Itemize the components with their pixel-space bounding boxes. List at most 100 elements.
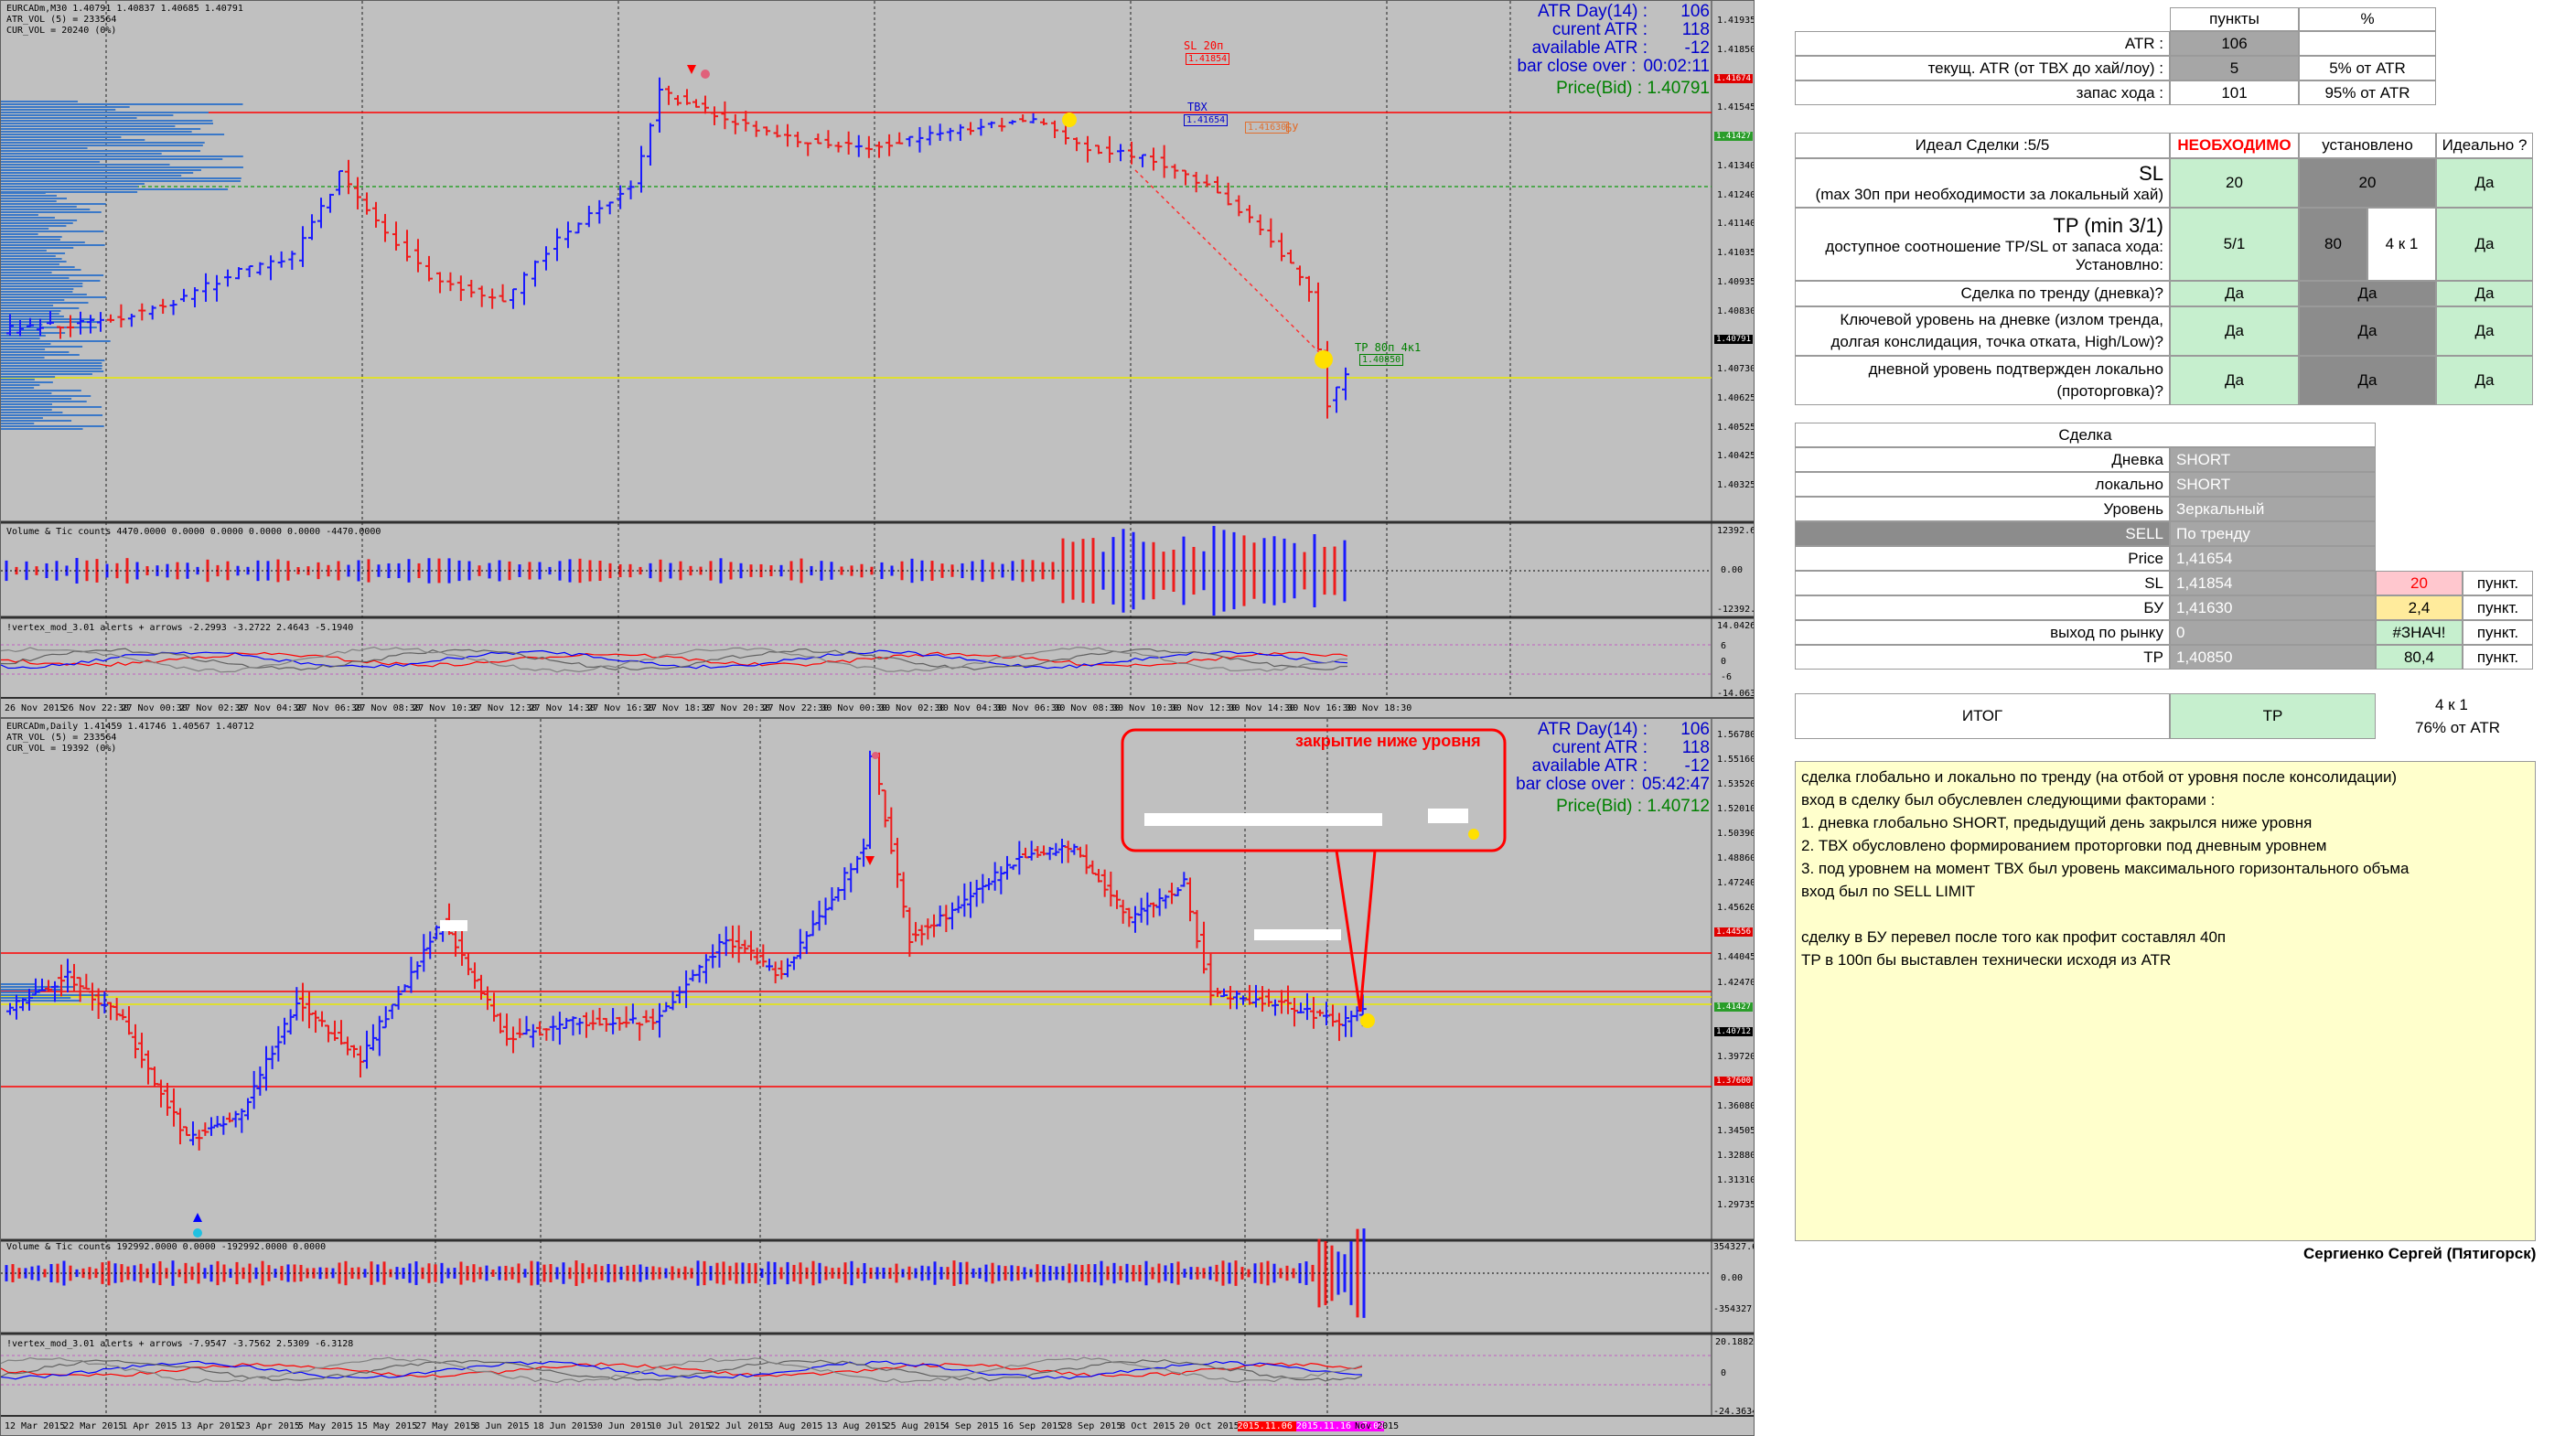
ideal-q-header[interactable]: Идеально ? bbox=[2436, 133, 2533, 158]
price-axis-label: 1.40525 bbox=[1717, 422, 1755, 433]
deal-row-points[interactable]: 20 bbox=[2376, 571, 2463, 595]
deal-row-label[interactable]: БУ bbox=[1795, 595, 2170, 620]
top-chart-header: EURCADm,M30 1.40791 1.40837 1.40685 1.40… bbox=[6, 4, 243, 37]
cur-atr-value[interactable]: 5 bbox=[2170, 56, 2299, 80]
key-level-ok[interactable]: Да bbox=[2436, 306, 2533, 356]
deal-row-value[interactable]: SHORT bbox=[2170, 472, 2376, 497]
trade-entry-marker bbox=[1062, 113, 1077, 127]
deal-row-unit[interactable]: пункт. bbox=[2463, 571, 2533, 595]
deal-row-label[interactable]: Price bbox=[1795, 546, 2170, 571]
tp-ok[interactable]: Да bbox=[2436, 208, 2533, 281]
cur-atr-label[interactable]: текущ. ATR (от ТВХ до хай/лоу) : bbox=[1795, 56, 2170, 80]
price-axis-label: 1.41545 bbox=[1717, 102, 1755, 113]
trend-need[interactable]: Да bbox=[2170, 281, 2299, 306]
reserve-label[interactable]: запас хода : bbox=[1795, 80, 2170, 105]
top-vol-axis-lo: -12392.6 bbox=[1717, 605, 1754, 615]
deal-row-value[interactable]: 1,40850 bbox=[2170, 645, 2376, 670]
local-confirm-question[interactable]: дневной уровень подтвержден локально (пр… bbox=[1795, 356, 2170, 405]
sl-annotation: SL 20п bbox=[1184, 39, 1224, 52]
local-confirm-need[interactable]: Да bbox=[2170, 356, 2299, 405]
deal-row-label[interactable]: TP bbox=[1795, 645, 2170, 670]
deal-row-unit[interactable]: пункт. bbox=[2463, 620, 2533, 645]
available-atr-label: available ATR : bbox=[1531, 38, 1648, 58]
deal-header[interactable]: Сделка bbox=[1795, 423, 2376, 447]
consolidation-zone bbox=[1144, 813, 1382, 826]
set-header[interactable]: установлено bbox=[2299, 133, 2436, 158]
deal-row-points[interactable]: #ЗНАЧ! bbox=[2376, 620, 2463, 645]
reserve-pct[interactable]: 95% от ATR bbox=[2299, 80, 2436, 105]
tp-desc-1: доступное соотношение TP/SL от запаса хо… bbox=[1825, 238, 2163, 255]
deal-row-label[interactable]: выход по рынку bbox=[1795, 620, 2170, 645]
signal-dot bbox=[701, 70, 710, 79]
deal-row-value[interactable]: Зеркальный bbox=[2170, 497, 2376, 521]
price-axis-label: 1.47240 bbox=[1717, 878, 1755, 889]
sl-set[interactable]: 20 bbox=[2299, 158, 2436, 208]
trend-set[interactable]: Да bbox=[2299, 281, 2436, 306]
sl-desc-cell[interactable]: SL (max 30п при необходимости за локальн… bbox=[1795, 158, 2170, 208]
need-header[interactable]: НЕОБХОДИМО bbox=[2170, 133, 2299, 158]
deal-row-points[interactable]: 2,4 bbox=[2376, 595, 2463, 620]
deal-row-value[interactable]: 1,41654 bbox=[2170, 546, 2376, 571]
deal-row-value[interactable]: 1,41630 bbox=[2170, 595, 2376, 620]
deal-row-label[interactable]: SL bbox=[1795, 571, 2170, 595]
trend-ok[interactable]: Да bbox=[2436, 281, 2533, 306]
price-axis-label: 1.56780 bbox=[1717, 730, 1755, 740]
deal-row-points[interactable]: 80,4 bbox=[2376, 645, 2463, 670]
top-vol-axis-zero: 0.00 bbox=[1721, 565, 1744, 575]
tp-desc-cell[interactable]: TP (min 3/1) доступное соотношение TP/SL… bbox=[1795, 208, 2170, 281]
sl-ok[interactable]: Да bbox=[2436, 158, 2533, 208]
deal-row-label[interactable]: Дневка bbox=[1795, 447, 2170, 472]
trade-marker bbox=[1468, 829, 1479, 840]
atr-value[interactable]: 106 bbox=[2170, 31, 2299, 56]
sl-need[interactable]: 20 bbox=[2170, 158, 2299, 208]
time-axis-label: 20 Oct 2015 bbox=[1178, 1421, 1240, 1431]
atr-day-label: ATR Day(14) : bbox=[1537, 2, 1648, 21]
atr-label[interactable]: ATR : bbox=[1795, 31, 2170, 56]
tp-need[interactable]: 5/1 bbox=[2170, 208, 2299, 281]
reserve-value[interactable]: 101 bbox=[2170, 80, 2299, 105]
key-level-question[interactable]: Ключевой уровень на дневке (излом тренда… bbox=[1795, 306, 2170, 356]
deal-row-label[interactable]: локально bbox=[1795, 472, 2170, 497]
tp-set[interactable]: 80 bbox=[2299, 208, 2367, 281]
deal-row-label[interactable]: Уровень bbox=[1795, 497, 2170, 521]
key-level-need[interactable]: Да bbox=[2170, 306, 2299, 356]
b-available-atr-label: available ATR : bbox=[1531, 756, 1648, 776]
time-axis-label: 25 Aug 2015 bbox=[885, 1421, 946, 1431]
b-atr-day-value: 106 bbox=[1680, 720, 1710, 739]
deal-row-unit[interactable]: пункт. bbox=[2463, 645, 2533, 670]
trend-question[interactable]: Сделка по тренду (дневка)? bbox=[1795, 281, 2170, 306]
price-axis-label: 1.48860 bbox=[1717, 853, 1755, 864]
key-level-set[interactable]: Да bbox=[2299, 306, 2436, 356]
result-value[interactable]: TP bbox=[2170, 693, 2376, 739]
atr-pct[interactable] bbox=[2299, 31, 2436, 56]
ideal-header[interactable]: Идеал Сделки :5/5 bbox=[1795, 133, 2170, 158]
trade-notes[interactable]: сделка глобально и локально по тренду (н… bbox=[1795, 761, 2536, 1241]
time-axis-label: 27 May 2015 bbox=[415, 1421, 477, 1431]
price-axis-label: 1.41935 bbox=[1717, 16, 1755, 26]
bottom-chart-window[interactable]: EURCADm,Daily 1.41459 1.41746 1.40567 1.… bbox=[0, 718, 1755, 1436]
tp-ratio[interactable]: 4 к 1 bbox=[2367, 208, 2436, 281]
top-vertex-axis-3: -6 bbox=[1721, 672, 1733, 682]
deal-row-label[interactable]: SELL bbox=[1795, 521, 2170, 546]
hdr-percent[interactable]: % bbox=[2299, 7, 2436, 31]
top-chart-window[interactable]: EURCADm,M30 1.40791 1.40837 1.40685 1.40… bbox=[0, 0, 1755, 718]
time-axis-label: 23 Apr 2015 bbox=[239, 1421, 300, 1431]
local-confirm-ok[interactable]: Да bbox=[2436, 356, 2533, 405]
top-symbol-line: EURCADm,M30 1.40791 1.40837 1.40685 1.40… bbox=[6, 4, 243, 14]
top-atr-panel: ATR Day(14) : 106 curent ATR : 118 availab… bbox=[1498, 3, 1710, 98]
time-axis-label: 30 Nov 18:30 bbox=[1346, 703, 1412, 713]
time-axis-label: 27 Nov 14:30 bbox=[529, 703, 596, 713]
atr-day-value: 106 bbox=[1680, 2, 1710, 21]
deal-row-value[interactable]: 1,41854 bbox=[2170, 571, 2376, 595]
author-signature: Сергиенко Сергей (Пятигорск) bbox=[2303, 1245, 2537, 1262]
hdr-points[interactable]: пункты bbox=[2170, 7, 2299, 31]
result-label[interactable]: ИТОГ bbox=[1795, 693, 2170, 739]
cur-atr-pct[interactable]: 5% от ATR bbox=[2299, 56, 2436, 80]
deal-row-value[interactable]: По тренду bbox=[2170, 521, 2376, 546]
bar-close-label: bar close over : bbox=[1517, 57, 1637, 76]
deal-row-value[interactable]: 0 bbox=[2170, 620, 2376, 645]
price-axis-label: 1.40425 bbox=[1717, 451, 1755, 462]
local-confirm-set[interactable]: Да bbox=[2299, 356, 2436, 405]
deal-row-unit[interactable]: пункт. bbox=[2463, 595, 2533, 620]
deal-row-value[interactable]: SHORT bbox=[2170, 447, 2376, 472]
